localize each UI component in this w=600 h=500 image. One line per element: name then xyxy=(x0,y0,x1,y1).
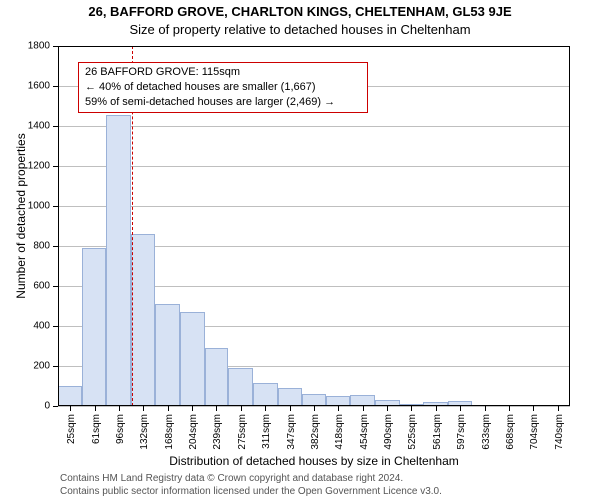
histogram-bar xyxy=(302,394,326,406)
xtick-label: 418sqm xyxy=(334,414,345,450)
page-title: 26, BAFFORD GROVE, CHARLTON KINGS, CHELT… xyxy=(0,4,600,19)
histogram-bar xyxy=(106,115,131,406)
xtick-mark xyxy=(509,406,510,411)
ytick-mark xyxy=(53,406,58,407)
ytick-label: 600 xyxy=(0,281,50,292)
xtick-label: 561sqm xyxy=(432,414,443,450)
xtick-label: 275sqm xyxy=(237,414,248,450)
xtick-label: 96sqm xyxy=(115,414,126,444)
histogram-bar xyxy=(180,312,205,406)
x-axis-label: Distribution of detached houses by size … xyxy=(58,454,570,468)
grid-line xyxy=(58,46,570,47)
xtick-label: 490sqm xyxy=(383,414,394,450)
ytick-mark xyxy=(53,126,58,127)
xtick-label: 525sqm xyxy=(407,414,418,450)
ytick-mark xyxy=(53,246,58,247)
xtick-label: 168sqm xyxy=(164,414,175,450)
ytick-label: 400 xyxy=(0,321,50,332)
xtick-label: 132sqm xyxy=(139,414,150,450)
ytick-mark xyxy=(53,286,58,287)
xtick-mark xyxy=(460,406,461,411)
xtick-label: 668sqm xyxy=(505,414,516,450)
histogram-bar xyxy=(82,248,107,406)
xtick-label: 311sqm xyxy=(261,414,272,449)
xtick-mark xyxy=(168,406,169,411)
xtick-label: 25sqm xyxy=(66,414,77,444)
grid-line xyxy=(58,126,570,127)
xtick-mark xyxy=(241,406,242,411)
xtick-label: 382sqm xyxy=(310,414,321,450)
xtick-label: 347sqm xyxy=(286,414,297,450)
histogram-bar xyxy=(131,234,156,406)
ytick-label: 200 xyxy=(0,361,50,372)
histogram-bar xyxy=(350,395,375,406)
xtick-mark xyxy=(265,406,266,411)
annotation-line-3: 59% of semi-detached houses are larger (… xyxy=(85,95,361,110)
xtick-mark xyxy=(436,406,437,411)
xtick-mark xyxy=(290,406,291,411)
xtick-mark xyxy=(119,406,120,411)
page-subtitle: Size of property relative to detached ho… xyxy=(0,22,600,37)
footer-line-1: Contains HM Land Registry data © Crown c… xyxy=(60,472,442,485)
ytick-label: 0 xyxy=(0,401,50,412)
ytick-mark xyxy=(53,366,58,367)
xtick-label: 740sqm xyxy=(554,414,565,450)
xtick-label: 704sqm xyxy=(529,414,540,450)
footer-attribution: Contains HM Land Registry data © Crown c… xyxy=(60,472,442,498)
xtick-label: 597sqm xyxy=(456,414,467,450)
xtick-mark xyxy=(558,406,559,411)
xtick-mark xyxy=(143,406,144,411)
ytick-label: 800 xyxy=(0,241,50,252)
xtick-label: 204sqm xyxy=(188,414,199,450)
xtick-mark xyxy=(70,406,71,411)
xtick-mark xyxy=(95,406,96,411)
histogram-bar xyxy=(326,396,351,406)
xtick-mark xyxy=(338,406,339,411)
xtick-mark xyxy=(387,406,388,411)
xtick-mark xyxy=(411,406,412,411)
ytick-mark xyxy=(53,206,58,207)
footer-line-2: Contains public sector information licen… xyxy=(60,485,442,498)
annotation-line-2: ← 40% of detached houses are smaller (1,… xyxy=(85,80,361,95)
ytick-mark xyxy=(53,46,58,47)
annotation-box: 26 BAFFORD GROVE: 115sqm ← 40% of detach… xyxy=(78,62,368,113)
ytick-label: 1600 xyxy=(0,81,50,92)
ytick-mark xyxy=(53,166,58,167)
ytick-label: 1800 xyxy=(0,41,50,52)
ytick-label: 1200 xyxy=(0,161,50,172)
ytick-label: 1000 xyxy=(0,201,50,212)
histogram-bar xyxy=(58,386,82,406)
xtick-mark xyxy=(485,406,486,411)
grid-line xyxy=(58,206,570,207)
xtick-mark xyxy=(533,406,534,411)
xtick-mark xyxy=(192,406,193,411)
xtick-label: 633sqm xyxy=(481,414,492,450)
histogram-bar xyxy=(253,383,278,406)
histogram-bar xyxy=(228,368,253,406)
xtick-mark xyxy=(216,406,217,411)
xtick-label: 61sqm xyxy=(91,414,102,444)
ytick-mark xyxy=(53,86,58,87)
xtick-mark xyxy=(363,406,364,411)
xtick-label: 454sqm xyxy=(359,414,370,450)
histogram-bar xyxy=(205,348,229,406)
annotation-line-1: 26 BAFFORD GROVE: 115sqm xyxy=(85,65,361,80)
histogram-bar xyxy=(278,388,303,406)
xtick-mark xyxy=(314,406,315,411)
ytick-mark xyxy=(53,326,58,327)
xtick-label: 239sqm xyxy=(212,414,223,450)
ytick-label: 1400 xyxy=(0,121,50,132)
grid-line xyxy=(58,166,570,167)
histogram-bar xyxy=(155,304,180,406)
